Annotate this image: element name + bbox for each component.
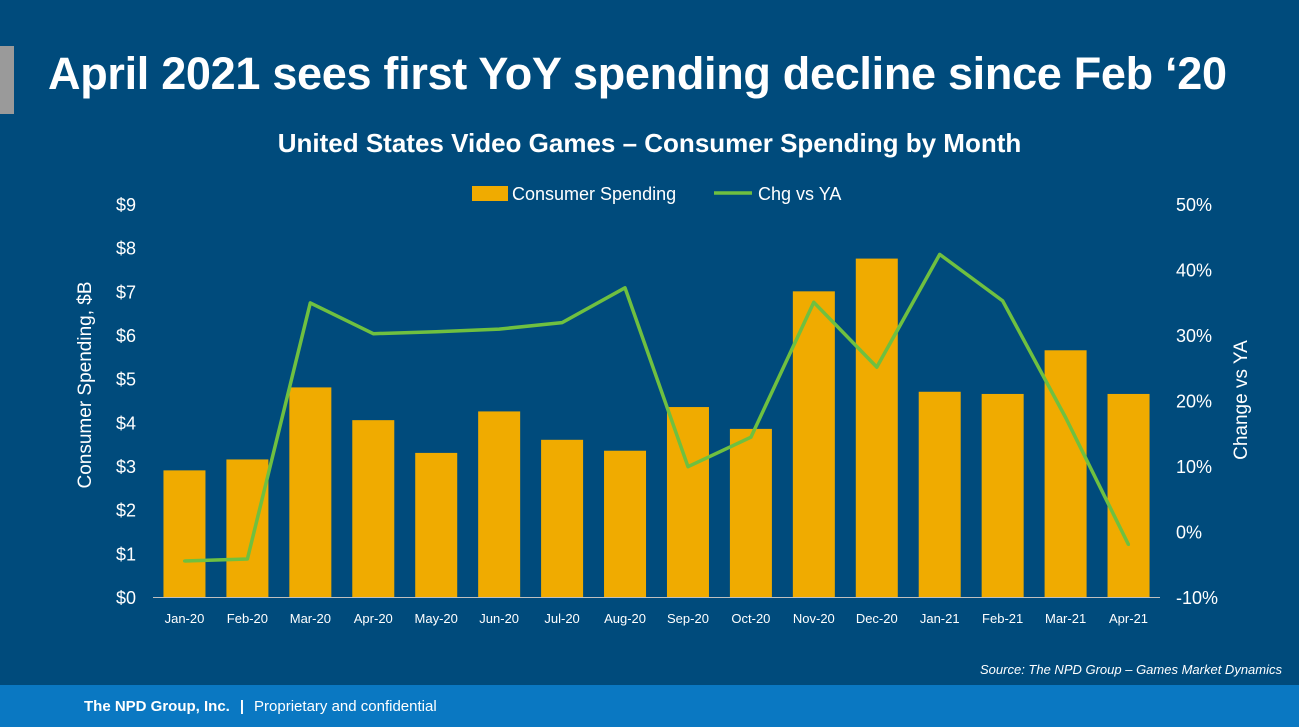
x-tick-Jan-21: Jan-21 [920,611,960,626]
point-Nov-20 [812,300,816,304]
point-Jul-20 [560,321,564,325]
x-tick-Feb-21: Feb-21 [982,611,1023,626]
point-Oct-20 [749,435,753,439]
bar-Apr-20 [352,420,395,597]
x-tick-Mar-21: Mar-21 [1045,611,1086,626]
x-tick-Jun-20: Jun-20 [479,611,519,626]
point-Mar-20 [308,301,312,305]
legend-chg-vs-ya: Chg vs YA [758,184,841,204]
y-left-tick: $3 [116,457,136,477]
bar-Aug-20 [604,450,647,597]
point-Jan-20 [182,559,186,563]
x-tick-Nov-20: Nov-20 [793,611,835,626]
x-tick-Apr-20: Apr-20 [354,611,393,626]
point-Feb-20 [245,557,249,561]
spending-chart: Jan-20 Feb-20 Mar-20 Apr-20 May-20 Jun-20 Jul-… [75,184,1252,626]
y-left-tick: $6 [116,326,136,346]
footer-separator: | [239,698,245,715]
point-Mar-21 [1064,416,1068,420]
y-left-tick: $5 [116,370,136,390]
footer-text: The NPD Group, Inc. | Proprietary and conf… [84,698,437,715]
x-tick-Dec-20: Dec-20 [856,611,898,626]
bar-Mar-20 [289,387,332,597]
x-tick-Oct-20: Oct-20 [731,611,770,626]
x-tick-Apr-21: Apr-21 [1109,611,1148,626]
y-right-tick: 30% [1176,326,1212,346]
y-right-tick: 20% [1176,392,1212,412]
point-Apr-21 [1127,543,1131,547]
point-Sep-20 [686,465,690,469]
y-left-tick: $7 [116,282,136,302]
footer-note: Proprietary and confidential [254,698,437,715]
point-Feb-21 [1001,299,1005,303]
legend-bar-swatch [472,186,508,201]
x-tick-Sep-20: Sep-20 [667,611,709,626]
bar-Jul-20 [541,439,584,597]
y-left-tick: $4 [116,413,136,433]
bar-Apr-21 [1107,393,1150,597]
bar-Jun-20 [478,411,521,597]
line-chg-vs-ya [184,252,1131,563]
y-left-tick: $1 [116,544,136,564]
bar-Dec-20 [855,258,898,597]
x-tick-Mar-20: Mar-20 [290,611,331,626]
point-May-20 [434,330,438,334]
y-left-label: Consumer Spending, $B [75,281,96,488]
y-left-tick: $9 [116,195,136,215]
x-tick-May-20: May-20 [415,611,458,626]
bar-Jan-20 [163,470,206,597]
y-left-tick: $2 [116,501,136,521]
bar-May-20 [415,452,458,597]
point-Aug-20 [623,286,627,290]
source-note: Source: The NPD Group – Games Market Dyn… [980,662,1282,677]
chart-title: United States Video Games – Consumer Spe… [277,128,1022,158]
y-right-tick: 50% [1176,195,1212,215]
point-Apr-20 [371,332,375,336]
bar-Feb-21 [981,393,1024,597]
title-accent-bar [0,46,14,114]
y-right-tick: 10% [1176,457,1212,477]
bar-Jan-21 [918,391,961,597]
point-Jun-20 [497,327,501,331]
bar-Feb-20 [226,459,269,597]
slide-headline: April 2021 sees first YoY spending decli… [48,48,1227,99]
y-left-tick: $8 [116,239,136,259]
bar-Oct-20 [729,428,772,597]
y-right-tick: -10% [1176,588,1218,608]
x-tick-Jan-20: Jan-20 [165,611,205,626]
bar-Sep-20 [666,407,709,597]
x-tick-Jul-20: Jul-20 [544,611,579,626]
y-left-tick: $0 [116,588,136,608]
y-right-tick: 40% [1176,261,1212,281]
footer-company: The NPD Group, Inc. [84,698,230,715]
legend-consumer-spending: Consumer Spending [512,184,676,204]
footer-bar: The NPD Group, Inc. | Proprietary and conf… [0,685,1299,727]
point-Dec-20 [875,365,879,369]
point-Jan-21 [938,252,942,256]
y-right-tick: 0% [1176,523,1202,543]
x-tick-Aug-20: Aug-20 [604,611,646,626]
y-right-label: Change vs YA [1231,340,1252,460]
x-tick-Feb-20: Feb-20 [227,611,268,626]
bar-Nov-20 [792,291,835,597]
